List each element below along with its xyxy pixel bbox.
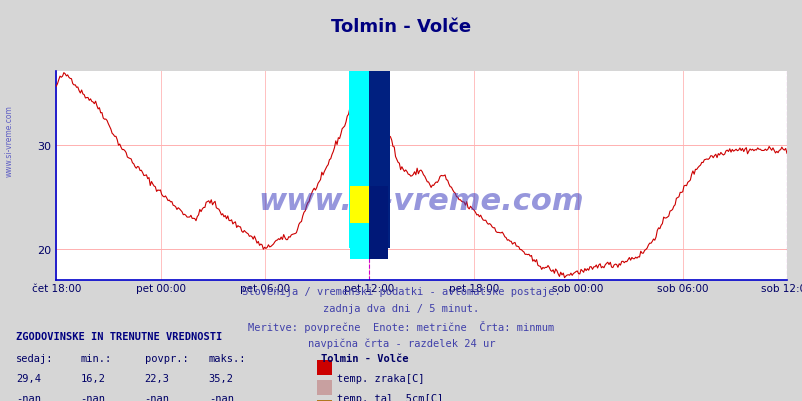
Text: sedaj:: sedaj:: [16, 353, 54, 363]
Text: 16,2: 16,2: [80, 373, 105, 383]
Text: navpična črta - razdelek 24 ur: navpična črta - razdelek 24 ur: [307, 337, 495, 348]
Text: 35,2: 35,2: [209, 373, 233, 383]
Text: -nan: -nan: [80, 393, 105, 401]
Text: zadnja dva dni / 5 minut.: zadnja dva dni / 5 minut.: [323, 304, 479, 314]
Bar: [350, 223, 369, 260]
Text: -nan: -nan: [209, 393, 233, 401]
Text: www.si-vreme.com: www.si-vreme.com: [5, 105, 14, 176]
Text: 22,3: 22,3: [144, 373, 169, 383]
Bar: [349, 0, 369, 248]
Bar: [349, 0, 369, 223]
Bar: [350, 187, 369, 223]
Text: -nan: -nan: [144, 393, 169, 401]
Text: 29,4: 29,4: [16, 373, 41, 383]
Text: povpr.:: povpr.:: [144, 353, 188, 363]
Polygon shape: [369, 187, 388, 260]
Text: -nan: -nan: [16, 393, 41, 401]
Text: temp. zraka[C]: temp. zraka[C]: [337, 373, 424, 383]
Text: www.si-vreme.com: www.si-vreme.com: [258, 187, 584, 216]
Bar: [369, 0, 389, 248]
Text: temp. tal  5cm[C]: temp. tal 5cm[C]: [337, 393, 443, 401]
Text: Tolmin - Volče: Tolmin - Volče: [321, 353, 408, 363]
Text: Slovenija / vremenski podatki - avtomatske postaje.: Slovenija / vremenski podatki - avtomats…: [242, 287, 560, 297]
Text: Meritve: povprečne  Enote: metrične  Črta: minmum: Meritve: povprečne Enote: metrične Črta:…: [248, 320, 554, 332]
Text: Tolmin - Volče: Tolmin - Volče: [331, 18, 471, 36]
Text: maks.:: maks.:: [209, 353, 246, 363]
Text: min.:: min.:: [80, 353, 111, 363]
Text: ZGODOVINSKE IN TRENUTNE VREDNOSTI: ZGODOVINSKE IN TRENUTNE VREDNOSTI: [16, 331, 222, 341]
